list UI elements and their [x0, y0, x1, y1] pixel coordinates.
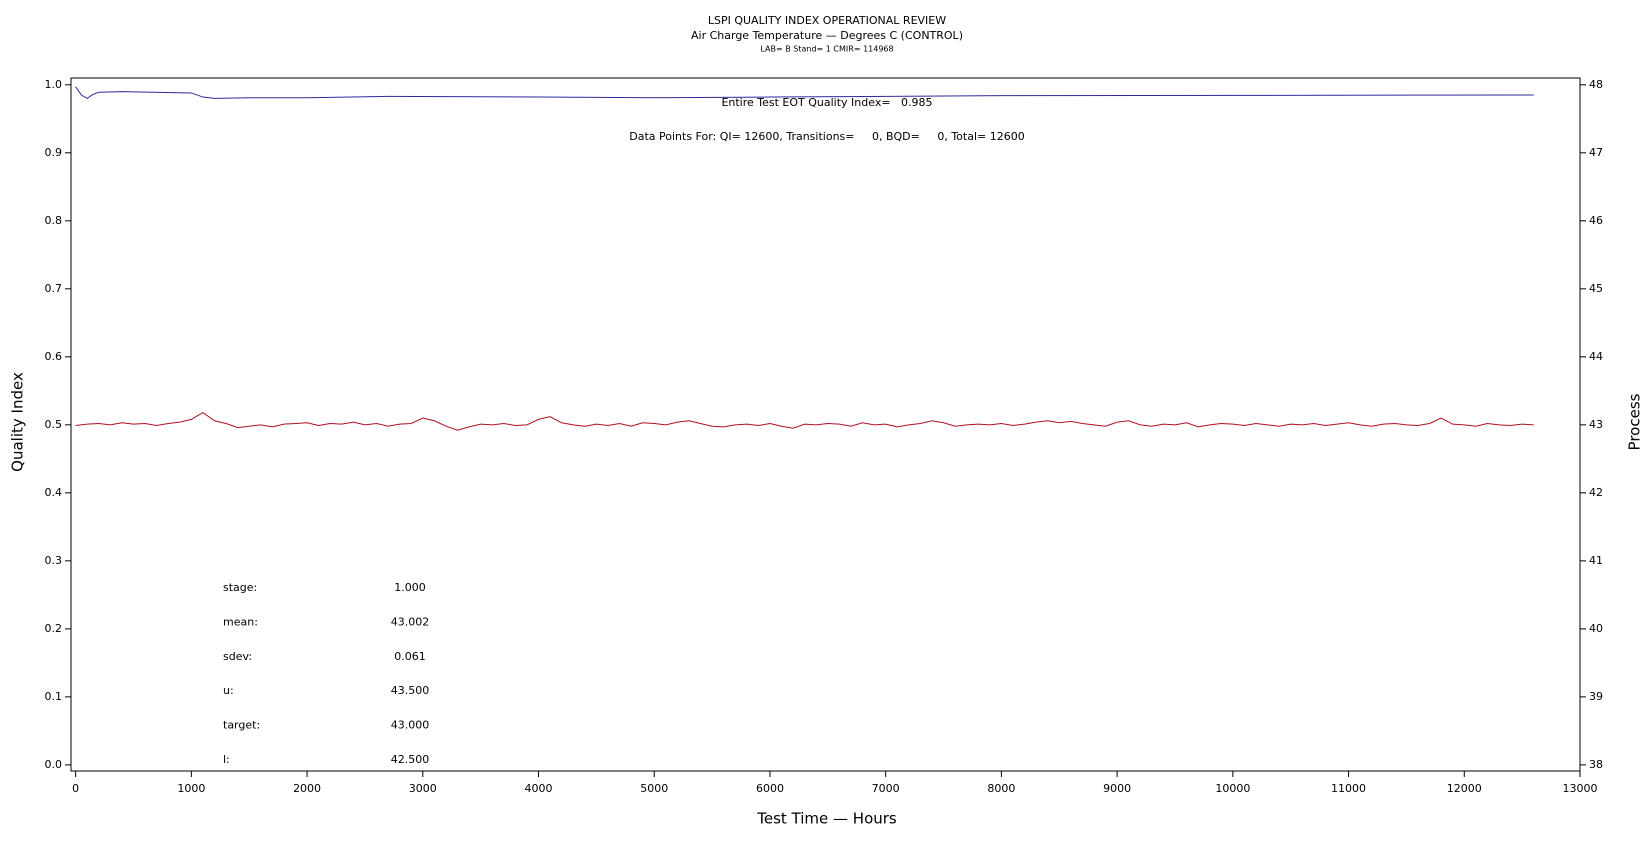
y2-tick-label: 39 [1589, 690, 1603, 703]
stat-value: 0.061 [394, 650, 426, 663]
x-tick-label: 13000 [1563, 782, 1598, 795]
y-tick-label: 0.5 [45, 418, 63, 431]
y2-tick-label: 45 [1589, 282, 1603, 295]
x-tick-label: 9000 [1103, 782, 1131, 795]
stat-value: 42.500 [391, 753, 430, 766]
stat-value: 43.000 [391, 719, 430, 732]
x-tick-label: 7000 [872, 782, 900, 795]
x-tick-label: 2000 [293, 782, 321, 795]
y-tick-label: 0.6 [45, 350, 63, 363]
y2-tick-label: 46 [1589, 214, 1603, 227]
x-tick-label: 11000 [1331, 782, 1366, 795]
y-tick-label: 0.0 [45, 758, 63, 771]
stat-value: 43.500 [391, 684, 430, 697]
y-tick-label: 0.9 [45, 146, 63, 159]
y2-tick-label: 42 [1589, 486, 1603, 499]
x-tick-label: 12000 [1447, 782, 1482, 795]
stat-label: u: [223, 684, 234, 697]
chart-subsubtitle: LAB= B Stand= 1 CMIR= 114968 [760, 45, 893, 54]
stat-label: sdev: [223, 650, 252, 663]
x-tick-label: 5000 [640, 782, 668, 795]
y-tick-label: 0.8 [45, 214, 63, 227]
stat-value: 1.000 [394, 581, 426, 594]
annotation: Entire Test EOT Quality Index= 0.985 [721, 96, 932, 109]
y-axis-title: Quality Index [9, 372, 27, 472]
y2-tick-label: 41 [1589, 554, 1603, 567]
y-tick-label: 0.2 [45, 622, 63, 635]
y2-tick-label: 44 [1589, 350, 1603, 363]
chart-title: LSPI QUALITY INDEX OPERATIONAL REVIEW [708, 14, 946, 27]
stat-label: stage: [223, 581, 257, 594]
x-axis-title: Test Time — Hours [756, 810, 897, 828]
stat-label: l: [223, 753, 230, 766]
y2-tick-label: 38 [1589, 758, 1603, 771]
y-tick-label: 1.0 [45, 78, 63, 91]
x-tick-label: 0 [72, 782, 79, 795]
x-tick-label: 1000 [177, 782, 205, 795]
y2-tick-label: 43 [1589, 418, 1603, 431]
y2-tick-label: 40 [1589, 622, 1603, 635]
chart-subtitle: Air Charge Temperature — Degrees C (CONT… [691, 29, 963, 42]
annotation: Data Points For: QI= 12600, Transitions=… [629, 130, 1024, 143]
data-line [75, 86, 1534, 99]
stat-label: target: [223, 719, 260, 732]
x-tick-label: 3000 [409, 782, 437, 795]
y-tick-label: 0.4 [45, 486, 63, 499]
stat-value: 43.002 [391, 615, 430, 628]
data-line [75, 412, 1534, 431]
plot-frame [70, 77, 1581, 772]
y-tick-label: 0.7 [45, 282, 63, 295]
y2-axis-title: Process [1626, 393, 1644, 450]
y-tick-label: 0.1 [45, 690, 63, 703]
x-tick-label: 6000 [756, 782, 784, 795]
x-tick-label: 10000 [1215, 782, 1250, 795]
y2-tick-label: 48 [1589, 78, 1603, 91]
x-tick-label: 8000 [987, 782, 1015, 795]
y-tick-label: 0.3 [45, 554, 63, 567]
y2-tick-label: 47 [1589, 146, 1603, 159]
stat-label: mean: [223, 615, 258, 628]
x-tick-label: 4000 [525, 782, 553, 795]
